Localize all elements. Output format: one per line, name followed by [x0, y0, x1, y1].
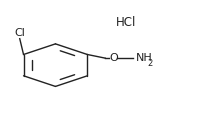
- Text: 2: 2: [147, 59, 152, 68]
- Text: NH: NH: [135, 53, 152, 63]
- Text: HCl: HCl: [116, 16, 136, 29]
- Text: Cl: Cl: [14, 28, 25, 38]
- Text: O: O: [109, 53, 118, 63]
